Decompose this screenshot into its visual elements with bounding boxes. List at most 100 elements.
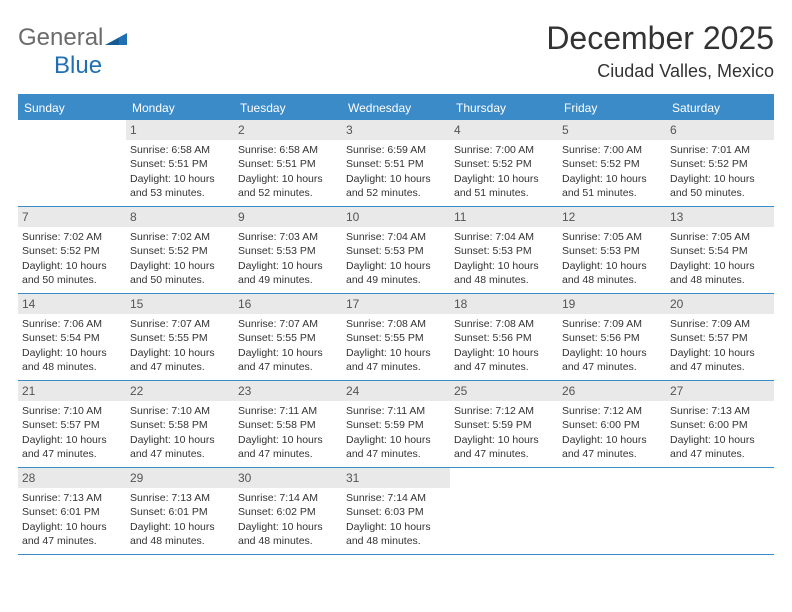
sunrise-text: Sunrise: 7:10 AM bbox=[130, 404, 230, 418]
sunrise-text: Sunrise: 7:04 AM bbox=[346, 230, 446, 244]
weekday-header: Monday bbox=[126, 96, 234, 120]
sunset-text: Sunset: 6:01 PM bbox=[130, 505, 230, 519]
day-number: 9 bbox=[234, 207, 342, 227]
daylight-text: Daylight: 10 hours and 51 minutes. bbox=[562, 172, 662, 200]
daylight-text: Daylight: 10 hours and 48 minutes. bbox=[454, 259, 554, 287]
day-number: 3 bbox=[342, 120, 450, 140]
sunset-text: Sunset: 5:59 PM bbox=[346, 418, 446, 432]
calendar-day-cell: 6Sunrise: 7:01 AMSunset: 5:52 PMDaylight… bbox=[666, 120, 774, 206]
sunrise-text: Sunrise: 7:07 AM bbox=[130, 317, 230, 331]
daylight-text: Daylight: 10 hours and 47 minutes. bbox=[22, 433, 122, 461]
day-number: 6 bbox=[666, 120, 774, 140]
calendar-day-cell: 25Sunrise: 7:12 AMSunset: 5:59 PMDayligh… bbox=[450, 381, 558, 467]
daylight-text: Daylight: 10 hours and 48 minutes. bbox=[562, 259, 662, 287]
daylight-text: Daylight: 10 hours and 49 minutes. bbox=[346, 259, 446, 287]
sunset-text: Sunset: 5:52 PM bbox=[454, 157, 554, 171]
calendar-day-cell: 3Sunrise: 6:59 AMSunset: 5:51 PMDaylight… bbox=[342, 120, 450, 206]
day-number: 17 bbox=[342, 294, 450, 314]
sunrise-text: Sunrise: 7:09 AM bbox=[562, 317, 662, 331]
daylight-text: Daylight: 10 hours and 47 minutes. bbox=[670, 433, 770, 461]
sunset-text: Sunset: 5:52 PM bbox=[130, 244, 230, 258]
sunrise-text: Sunrise: 6:59 AM bbox=[346, 143, 446, 157]
sunset-text: Sunset: 6:02 PM bbox=[238, 505, 338, 519]
sunset-text: Sunset: 5:53 PM bbox=[562, 244, 662, 258]
page-title: December 2025 bbox=[546, 20, 774, 57]
day-number: 27 bbox=[666, 381, 774, 401]
calendar-day-cell: 2Sunrise: 6:58 AMSunset: 5:51 PMDaylight… bbox=[234, 120, 342, 206]
calendar-week-row: 28Sunrise: 7:13 AMSunset: 6:01 PMDayligh… bbox=[18, 468, 774, 555]
day-number: 30 bbox=[234, 468, 342, 488]
daylight-text: Daylight: 10 hours and 47 minutes. bbox=[562, 433, 662, 461]
calendar-day-cell: 21Sunrise: 7:10 AMSunset: 5:57 PMDayligh… bbox=[18, 381, 126, 467]
sunrise-text: Sunrise: 7:02 AM bbox=[22, 230, 122, 244]
sunset-text: Sunset: 5:55 PM bbox=[130, 331, 230, 345]
day-number: 11 bbox=[450, 207, 558, 227]
daylight-text: Daylight: 10 hours and 48 minutes. bbox=[22, 346, 122, 374]
calendar-day-cell: 22Sunrise: 7:10 AMSunset: 5:58 PMDayligh… bbox=[126, 381, 234, 467]
daylight-text: Daylight: 10 hours and 53 minutes. bbox=[130, 172, 230, 200]
daylight-text: Daylight: 10 hours and 48 minutes. bbox=[130, 520, 230, 548]
sunrise-text: Sunrise: 7:13 AM bbox=[670, 404, 770, 418]
logo-text: General Blue bbox=[18, 24, 127, 80]
sunrise-text: Sunrise: 7:03 AM bbox=[238, 230, 338, 244]
sunrise-text: Sunrise: 7:14 AM bbox=[346, 491, 446, 505]
sunset-text: Sunset: 5:54 PM bbox=[670, 244, 770, 258]
weekday-header: Friday bbox=[558, 96, 666, 120]
sunset-text: Sunset: 6:01 PM bbox=[22, 505, 122, 519]
calendar-day-cell: 12Sunrise: 7:05 AMSunset: 5:53 PMDayligh… bbox=[558, 207, 666, 293]
day-number: 1 bbox=[126, 120, 234, 140]
calendar-day-cell: 8Sunrise: 7:02 AMSunset: 5:52 PMDaylight… bbox=[126, 207, 234, 293]
sunset-text: Sunset: 5:52 PM bbox=[22, 244, 122, 258]
sunset-text: Sunset: 5:53 PM bbox=[238, 244, 338, 258]
calendar-day-cell: 28Sunrise: 7:13 AMSunset: 6:01 PMDayligh… bbox=[18, 468, 126, 554]
weeks-container: .1Sunrise: 6:58 AMSunset: 5:51 PMDayligh… bbox=[18, 120, 774, 555]
daylight-text: Daylight: 10 hours and 47 minutes. bbox=[238, 346, 338, 374]
sunrise-text: Sunrise: 6:58 AM bbox=[130, 143, 230, 157]
sunrise-text: Sunrise: 7:13 AM bbox=[22, 491, 122, 505]
sunrise-text: Sunrise: 7:10 AM bbox=[22, 404, 122, 418]
sunrise-text: Sunrise: 7:11 AM bbox=[238, 404, 338, 418]
sunrise-text: Sunrise: 7:05 AM bbox=[670, 230, 770, 244]
day-number: 4 bbox=[450, 120, 558, 140]
day-number: 8 bbox=[126, 207, 234, 227]
day-number: 31 bbox=[342, 468, 450, 488]
daylight-text: Daylight: 10 hours and 47 minutes. bbox=[22, 520, 122, 548]
weekday-header-row: SundayMondayTuesdayWednesdayThursdayFrid… bbox=[18, 96, 774, 120]
calendar-week-row: .1Sunrise: 6:58 AMSunset: 5:51 PMDayligh… bbox=[18, 120, 774, 207]
sunset-text: Sunset: 6:03 PM bbox=[346, 505, 446, 519]
sunrise-text: Sunrise: 7:08 AM bbox=[454, 317, 554, 331]
calendar-day-cell: 26Sunrise: 7:12 AMSunset: 6:00 PMDayligh… bbox=[558, 381, 666, 467]
sunset-text: Sunset: 5:59 PM bbox=[454, 418, 554, 432]
weekday-header: Saturday bbox=[666, 96, 774, 120]
sunrise-text: Sunrise: 7:11 AM bbox=[346, 404, 446, 418]
calendar-week-row: 21Sunrise: 7:10 AMSunset: 5:57 PMDayligh… bbox=[18, 381, 774, 468]
calendar-day-cell: 23Sunrise: 7:11 AMSunset: 5:58 PMDayligh… bbox=[234, 381, 342, 467]
sunrise-text: Sunrise: 7:01 AM bbox=[670, 143, 770, 157]
calendar-day-cell: . bbox=[18, 120, 126, 206]
sunset-text: Sunset: 5:56 PM bbox=[562, 331, 662, 345]
sunset-text: Sunset: 5:56 PM bbox=[454, 331, 554, 345]
page-header: General Blue December 2025 Ciudad Valles… bbox=[18, 20, 774, 82]
sunrise-text: Sunrise: 7:06 AM bbox=[22, 317, 122, 331]
title-block: December 2025 Ciudad Valles, Mexico bbox=[546, 20, 774, 82]
sunrise-text: Sunrise: 7:00 AM bbox=[562, 143, 662, 157]
calendar-day-cell: 14Sunrise: 7:06 AMSunset: 5:54 PMDayligh… bbox=[18, 294, 126, 380]
daylight-text: Daylight: 10 hours and 52 minutes. bbox=[238, 172, 338, 200]
day-number: 23 bbox=[234, 381, 342, 401]
day-number: 29 bbox=[126, 468, 234, 488]
sunrise-text: Sunrise: 7:02 AM bbox=[130, 230, 230, 244]
calendar-day-cell: 11Sunrise: 7:04 AMSunset: 5:53 PMDayligh… bbox=[450, 207, 558, 293]
daylight-text: Daylight: 10 hours and 48 minutes. bbox=[238, 520, 338, 548]
day-number: 13 bbox=[666, 207, 774, 227]
calendar-day-cell: 31Sunrise: 7:14 AMSunset: 6:03 PMDayligh… bbox=[342, 468, 450, 554]
weekday-header: Sunday bbox=[18, 96, 126, 120]
calendar-day-cell: 16Sunrise: 7:07 AMSunset: 5:55 PMDayligh… bbox=[234, 294, 342, 380]
daylight-text: Daylight: 10 hours and 47 minutes. bbox=[130, 433, 230, 461]
daylight-text: Daylight: 10 hours and 47 minutes. bbox=[346, 346, 446, 374]
sunrise-text: Sunrise: 6:58 AM bbox=[238, 143, 338, 157]
sunrise-text: Sunrise: 7:05 AM bbox=[562, 230, 662, 244]
sunset-text: Sunset: 5:54 PM bbox=[22, 331, 122, 345]
daylight-text: Daylight: 10 hours and 50 minutes. bbox=[22, 259, 122, 287]
sunset-text: Sunset: 5:51 PM bbox=[238, 157, 338, 171]
calendar-day-cell: 24Sunrise: 7:11 AMSunset: 5:59 PMDayligh… bbox=[342, 381, 450, 467]
